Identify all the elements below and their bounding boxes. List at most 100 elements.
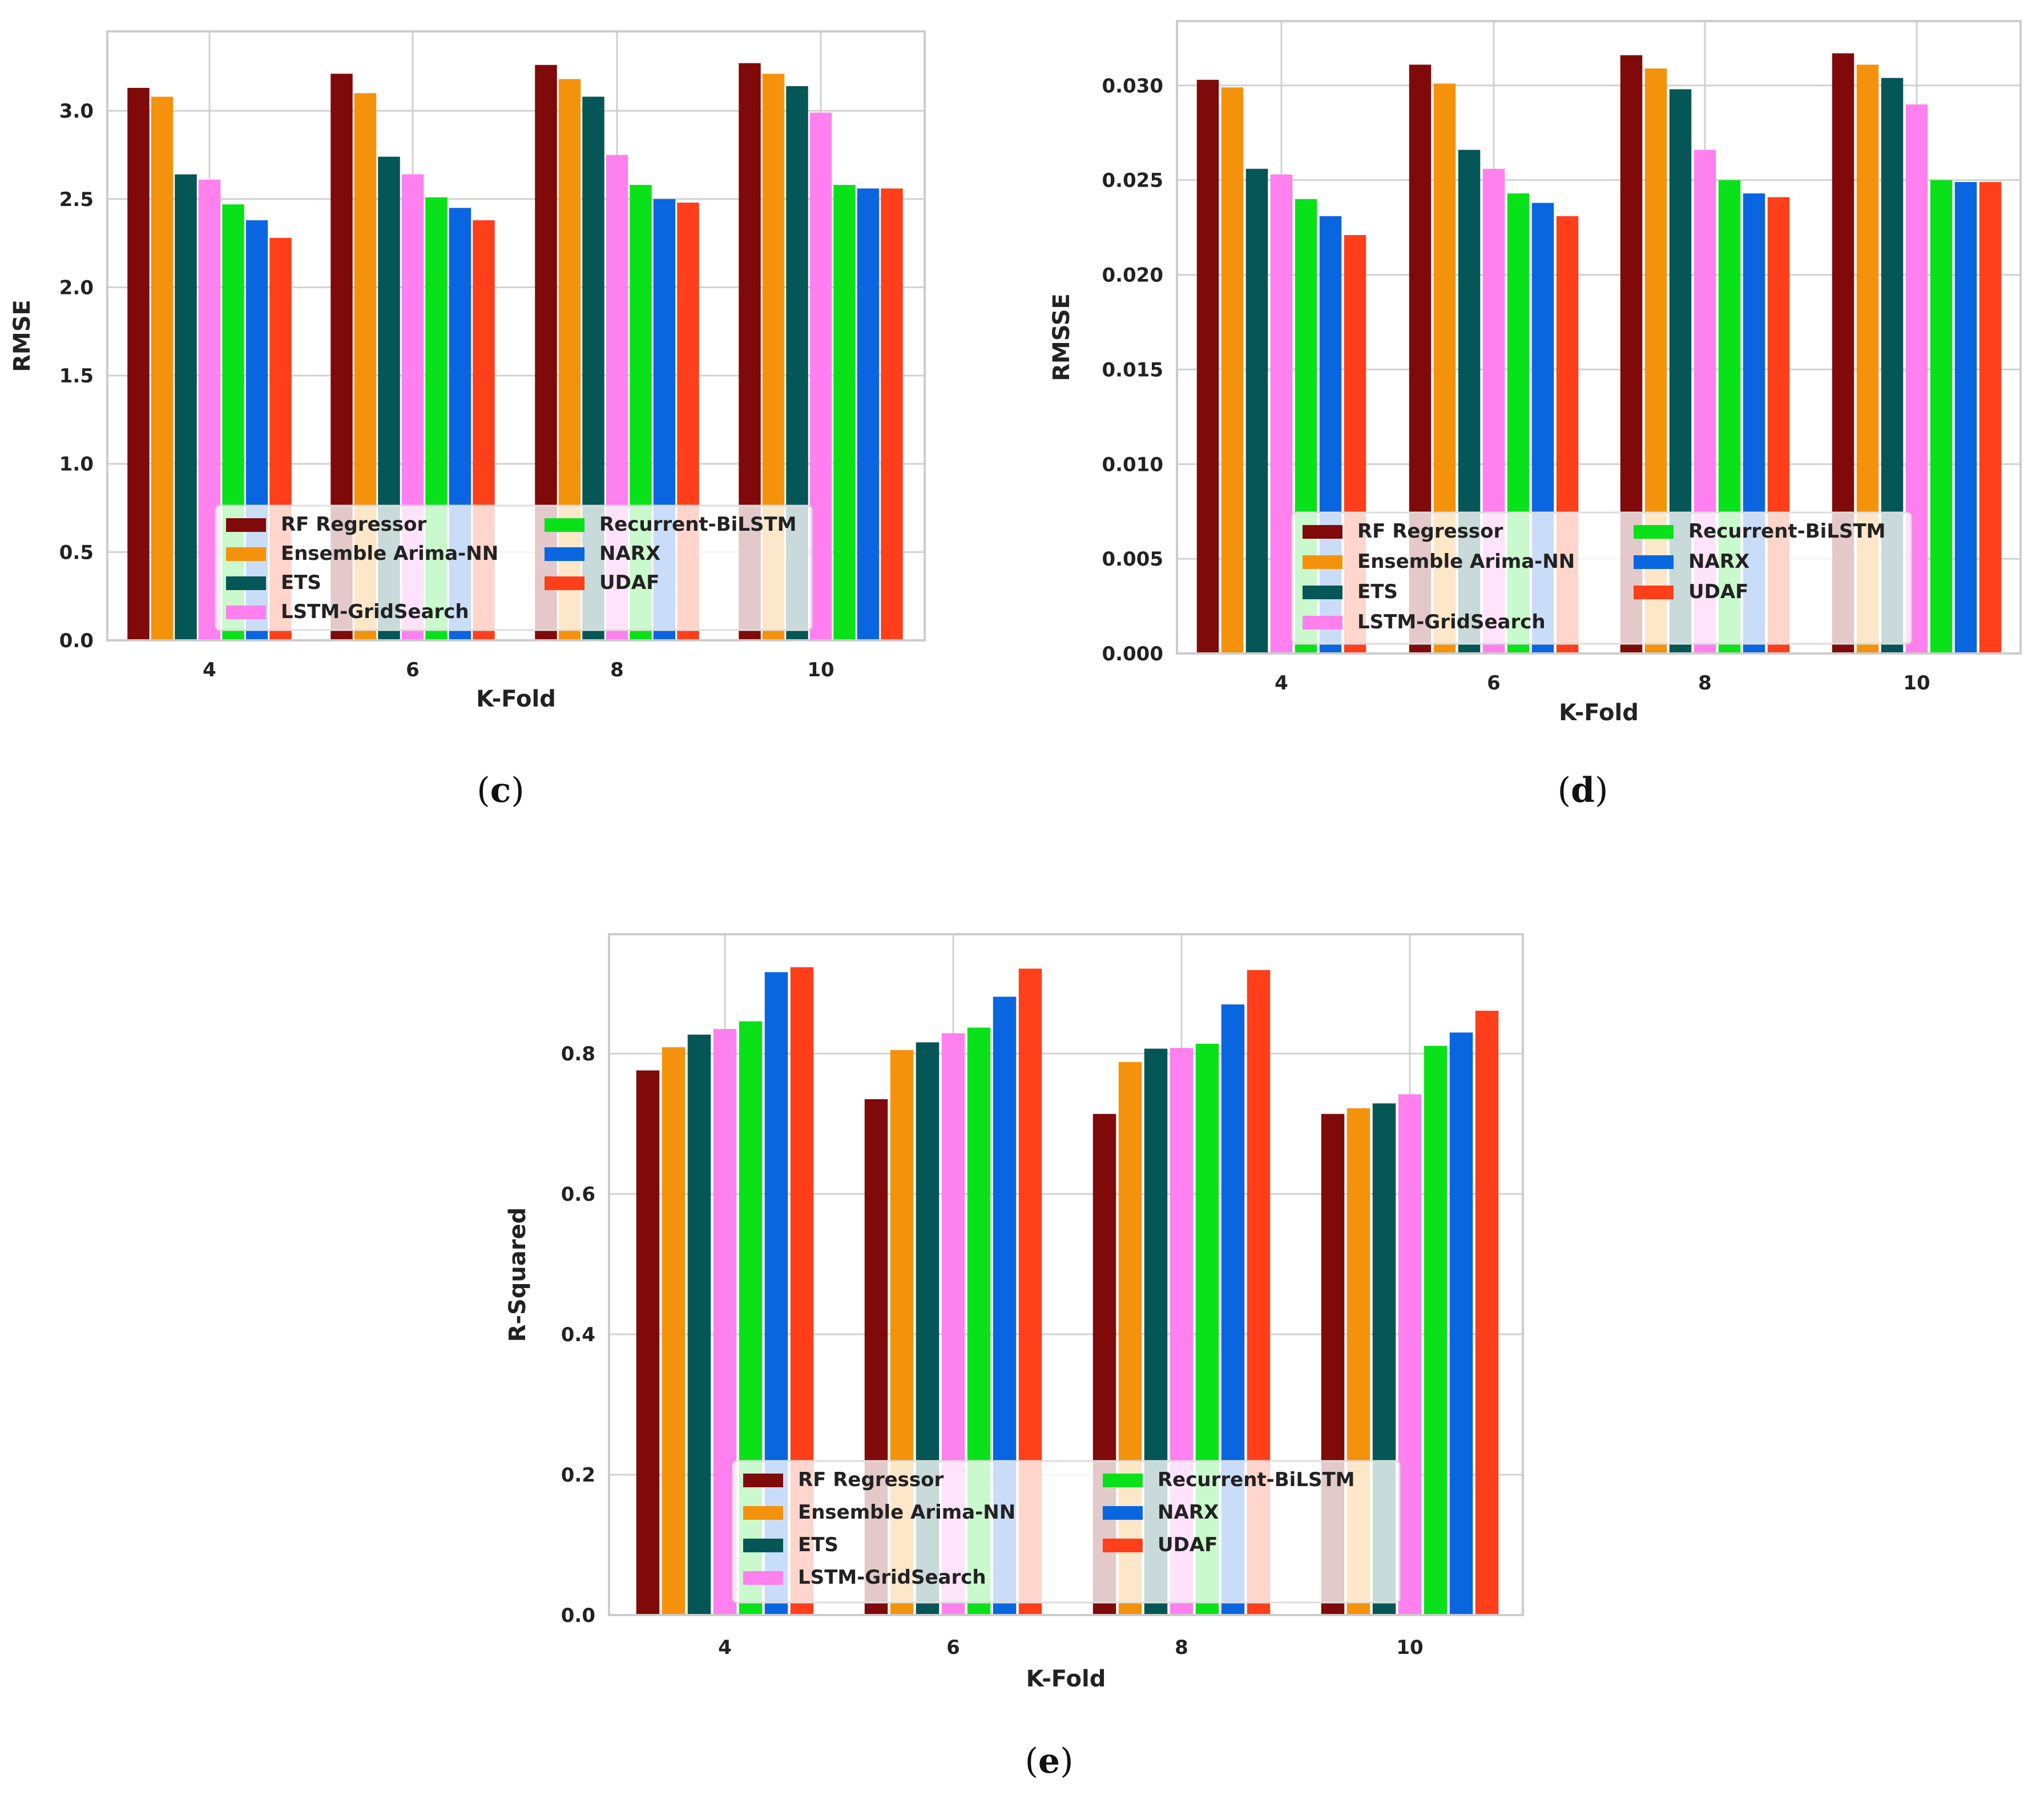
y-tick-label: 0.015 — [1102, 358, 1163, 381]
y-tick-label: 0.020 — [1102, 264, 1163, 287]
y-tick-label: 0.8 — [561, 1043, 595, 1066]
caption-open-paren: ( — [1558, 770, 1571, 810]
legend-swatch — [226, 547, 266, 561]
legend-box — [215, 505, 813, 631]
bar-narx — [857, 188, 880, 640]
legend-swatch — [226, 606, 266, 619]
legend-swatch — [1634, 586, 1674, 599]
x-tick-label: 10 — [807, 659, 834, 681]
legend-swatch — [1634, 525, 1674, 539]
y-tick-label: 0.0 — [561, 1604, 595, 1627]
y-tick-label: 2.0 — [59, 276, 94, 299]
legend-box — [732, 1460, 1401, 1604]
y-tick-label: 0.025 — [1102, 169, 1163, 192]
bar-lstm-gridsearch — [809, 112, 832, 640]
legend-label: LSTM-GridSearch — [798, 1566, 986, 1589]
bar-ets — [1245, 168, 1268, 653]
legend-swatch — [1303, 525, 1342, 539]
y-tick-label: 0.0 — [59, 629, 94, 652]
bar-recurrent-bilstm — [1424, 1046, 1448, 1615]
legend-label: Recurrent-BiLSTM — [1688, 520, 1886, 543]
bar-ensemble-arima-nn — [662, 1047, 686, 1615]
legend-swatch — [545, 518, 584, 532]
panel-caption: (c) — [477, 770, 524, 810]
legend-label: UDAF — [1158, 1533, 1217, 1556]
x-tick-label: 4 — [203, 659, 216, 681]
y-axis-label: RMSSE — [1049, 293, 1075, 381]
legend-label: NARX — [599, 542, 660, 565]
y-tick-label: 0.5 — [59, 541, 94, 564]
x-axis-label: K-Fold — [1026, 1666, 1106, 1692]
bar-rf-regressor — [636, 1070, 660, 1615]
legend-label: ETS — [798, 1533, 838, 1556]
y-tick-label: 1.0 — [59, 453, 94, 476]
bar-ensemble-arima-nn — [1221, 87, 1244, 653]
y-tick-label: 0.2 — [561, 1464, 595, 1487]
legend-label: Ensemble Arima-NN — [281, 542, 498, 565]
bar-ets — [175, 174, 197, 640]
x-tick-label: 6 — [406, 659, 420, 681]
y-tick-label: 1.5 — [59, 365, 94, 388]
chart-e: 0.0 0.2 0.4 0.6 0.8 4 6 8 10 K-Fold R-Squared RF Re… — [505, 933, 1524, 1781]
x-tick-label: 6 — [946, 1636, 960, 1659]
legend-box — [1291, 511, 1912, 645]
y-tick-label: 0.6 — [561, 1183, 595, 1206]
y-tick-label: 0.4 — [561, 1323, 595, 1346]
legend-swatch — [1103, 1539, 1143, 1552]
legend-swatch — [1303, 616, 1342, 629]
legend-label: UDAF — [599, 571, 659, 594]
axes-frame — [608, 933, 1524, 1616]
legend-label: LSTM-GridSearch — [281, 600, 469, 623]
x-tick-label: 8 — [610, 659, 624, 681]
legend-swatch — [545, 576, 584, 590]
caption-open-paren: ( — [477, 770, 490, 810]
caption-letter: d — [1571, 770, 1595, 810]
legend-label: ETS — [281, 571, 321, 594]
caption-open-paren: ( — [1025, 1741, 1038, 1781]
bar-lstm-gridsearch — [1398, 1094, 1422, 1615]
bar-narx — [1449, 1032, 1473, 1615]
legend-swatch — [743, 1474, 783, 1487]
x-axis-label: K-Fold — [476, 686, 556, 712]
bar-lstm-gridsearch — [1270, 174, 1293, 654]
legend-label: ETS — [1357, 580, 1398, 603]
caption-close-paren: ) — [1595, 770, 1608, 810]
legend-swatch — [1634, 555, 1674, 569]
x-tick-label: 10 — [1396, 1636, 1423, 1659]
legend-swatch — [545, 547, 584, 561]
legend-label: RF Regressor — [1357, 520, 1503, 543]
legend-swatch — [226, 518, 266, 532]
legend-label: Ensemble Arima-NN — [798, 1501, 1015, 1524]
y-tick-label: 3.0 — [59, 100, 94, 123]
y-axis-label: RMSE — [9, 300, 35, 372]
bar-rf-regressor — [127, 87, 150, 640]
bar-ets — [687, 1034, 711, 1615]
legend-swatch — [1303, 586, 1342, 599]
legend-swatch — [1103, 1474, 1143, 1487]
bar-udaf — [1979, 181, 2002, 653]
panel-caption: (e) — [1025, 1741, 1073, 1781]
legend-swatch — [743, 1571, 783, 1585]
legend-swatch — [743, 1506, 783, 1520]
legend-swatch — [226, 576, 266, 590]
legend: RF Regressor Ensemble Arima-NN ETS LSTM-Gri… — [732, 1460, 1401, 1604]
legend-label: Ensemble Arima-NN — [1357, 550, 1575, 573]
bar-udaf — [1475, 1011, 1499, 1615]
axes-frame — [106, 30, 926, 641]
legend-label: UDAF — [1688, 580, 1748, 603]
axes-frame — [1176, 20, 2022, 655]
legend-label: Recurrent-BiLSTM — [1158, 1468, 1355, 1491]
y-tick-label: 0.010 — [1102, 453, 1163, 476]
caption-close-paren: ) — [1060, 1741, 1073, 1781]
y-axis-label: R-Squared — [505, 1208, 531, 1342]
chart-d: 0.000 0.005 0.010 0.015 0.020 0.025 0.030 4 6 8 10… — [1049, 20, 2022, 810]
bar-rf-regressor — [1196, 79, 1219, 653]
y-tick-label: 0.000 — [1102, 643, 1163, 665]
caption-letter: c — [490, 770, 511, 810]
legend: RF Regressor Ensemble Arima-NN ETS LSTM-Gri… — [215, 505, 813, 631]
bar-recurrent-bilstm — [833, 185, 856, 640]
legend-swatch — [743, 1539, 783, 1552]
legend-swatch — [1303, 555, 1342, 569]
legend-label: NARX — [1158, 1501, 1219, 1524]
x-tick-label: 8 — [1175, 1636, 1188, 1659]
